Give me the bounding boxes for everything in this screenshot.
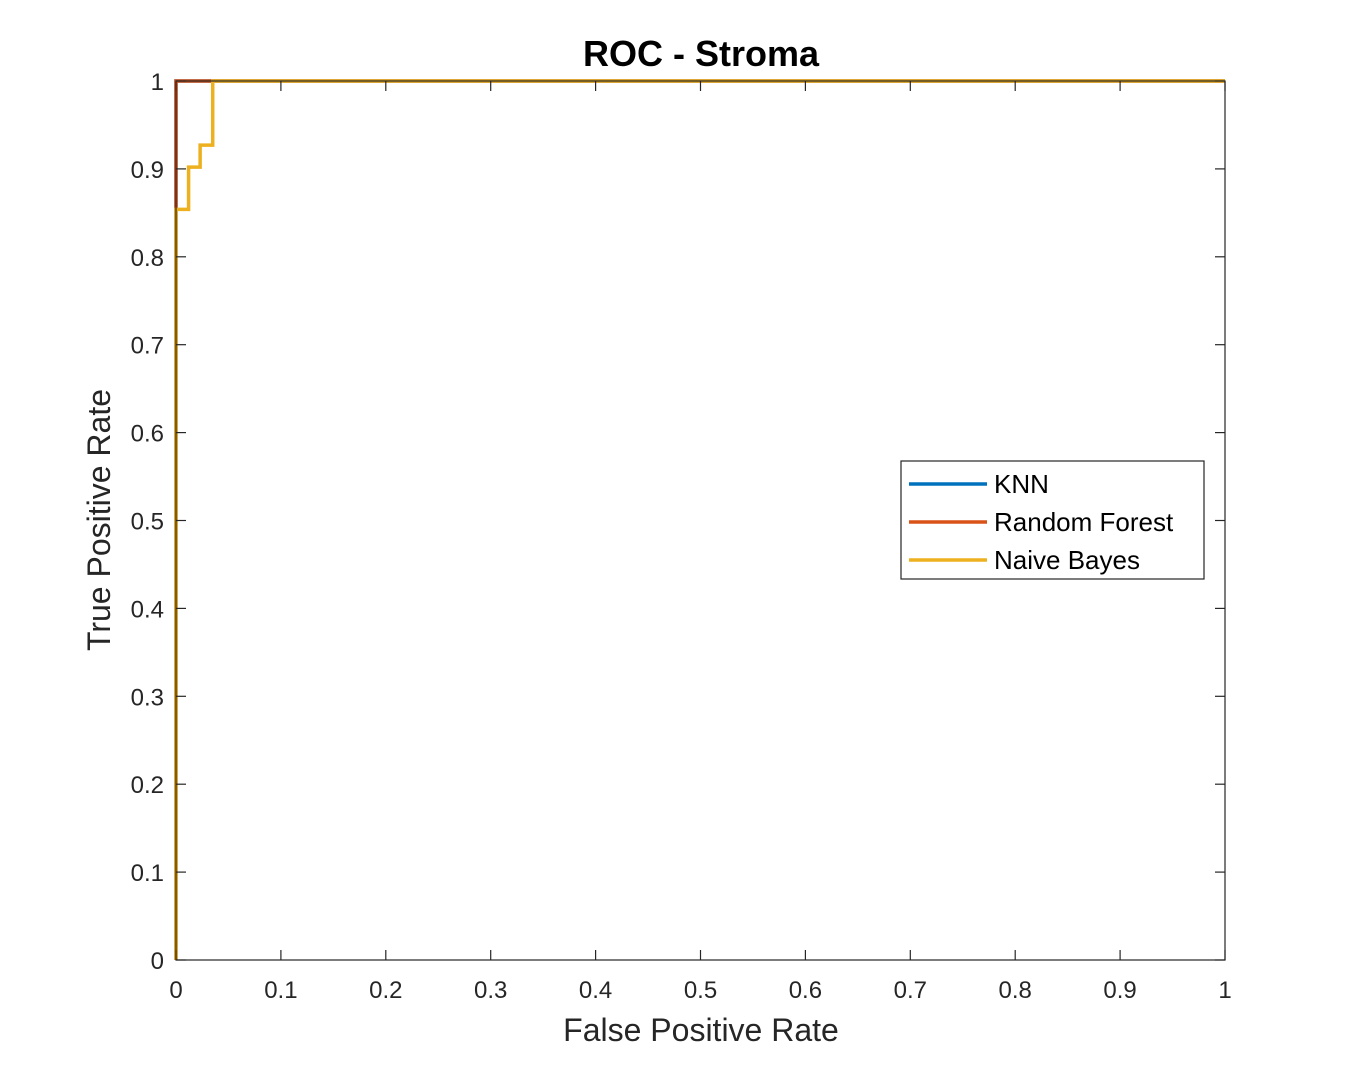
chart-title: ROC - Stroma (583, 33, 820, 74)
y-tick-label: 0 (151, 948, 164, 975)
y-tick-labels: 0 0.1 0.2 0.3 0.4 0.5 0.6 0.7 0.8 0.9 1 (131, 69, 164, 975)
x-axis-label: False Positive Rate (563, 1012, 839, 1048)
x-tick-label: 0.4 (579, 977, 612, 1004)
y-tick-label: 0.6 (131, 421, 164, 448)
x-tick-label: 0.8 (999, 977, 1032, 1004)
x-tick-label: 0.1 (264, 977, 297, 1004)
y-tick-label: 0.8 (131, 245, 164, 272)
x-tick-label: 0.7 (894, 977, 927, 1004)
y-tick-label: 0.9 (131, 157, 164, 184)
y-tick-label: 1 (151, 69, 164, 96)
x-tick-label: 1 (1218, 977, 1231, 1004)
x-tick-label: 0.2 (369, 977, 402, 1004)
y-axis-label: True Positive Rate (81, 389, 117, 651)
legend-label-knn: KNN (994, 469, 1049, 499)
x-tick-label: 0.6 (789, 977, 822, 1004)
y-tick-label: 0.5 (131, 509, 164, 536)
legend-label-naive-bayes: Naive Bayes (994, 545, 1140, 575)
legend: KNN Random Forest Naive Bayes (900, 460, 1205, 580)
x-tick-label: 0.3 (474, 977, 507, 1004)
x-tick-label: 0 (169, 977, 182, 1004)
legend-label-random-forest: Random Forest (994, 507, 1174, 537)
x-tick-label: 0.5 (684, 977, 717, 1004)
series-line-naive-bayes (174, 79, 1225, 960)
y-tick-label: 0.2 (131, 772, 164, 799)
y-tick-label: 0.7 (131, 333, 164, 360)
y-tick-label: 0.1 (131, 860, 164, 887)
tick-marks (175, 80, 1226, 961)
y-tick-label: 0.4 (131, 596, 164, 623)
y-tick-label: 0.3 (131, 684, 164, 711)
x-tick-label: 0.9 (1103, 977, 1136, 1004)
x-tick-labels: 0 0.1 0.2 0.3 0.4 0.5 0.6 0.7 0.8 0.9 1 (169, 977, 1231, 1004)
